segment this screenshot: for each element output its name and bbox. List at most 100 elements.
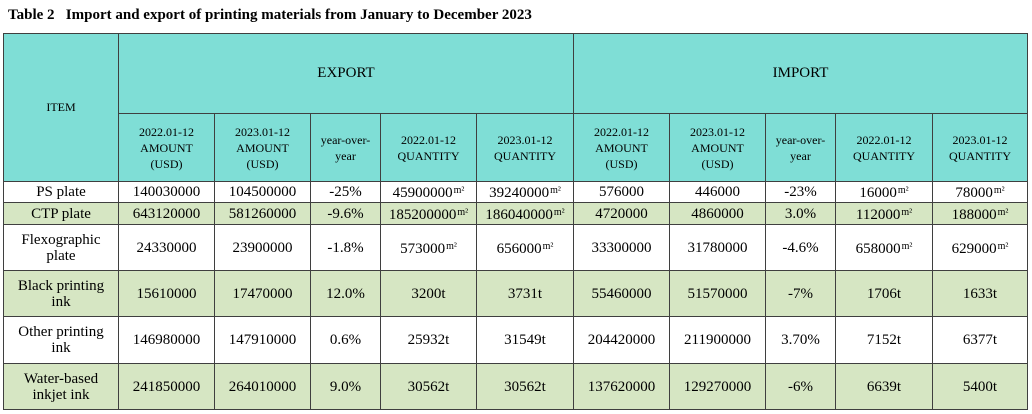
value-cell: -4.6% — [765, 224, 836, 271]
column-header: 2023.01-12 QUANTITY — [476, 113, 574, 182]
square-meter-unit: m² — [897, 185, 909, 196]
value-cell: 3200t — [380, 270, 477, 317]
value-cell: 78000m² — [932, 181, 1028, 203]
printing-materials-table: ITEM EXPORT IMPORT 2022.01-12 AMOUNT (USD)… — [3, 33, 1028, 410]
column-header-line: (USD) — [605, 156, 638, 171]
item-name-line: Other printing — [18, 324, 104, 340]
value-text: 4720000 — [595, 205, 648, 222]
item-name-line: inkjet ink — [32, 386, 90, 403]
value-cell: 629000m² — [932, 224, 1028, 271]
square-meter-unit: m² — [453, 185, 465, 196]
value-cell: 3.0% — [765, 202, 836, 225]
table-row: CTP plate 643120000 581260000 -9.6% 18520000… — [3, 202, 1028, 225]
value-text: -25% — [329, 184, 362, 200]
column-header-line: (USD) — [150, 156, 183, 171]
column-header-line: AMOUNT — [140, 140, 193, 155]
value-text: 39240000 — [489, 185, 550, 201]
value-text: 241850000 — [132, 378, 201, 395]
item-name-cell: CTP plate — [3, 202, 119, 225]
value-text: 629000 — [951, 240, 997, 257]
column-header: 2022.01-12 AMOUNT (USD) — [118, 113, 215, 182]
item-name-line: Flexographic — [21, 231, 101, 248]
value-text: -1.8% — [327, 239, 364, 256]
value-text: 24330000 — [136, 239, 197, 256]
value-cell: 45900000m² — [380, 181, 477, 203]
value-text: 581260000 — [228, 205, 297, 222]
value-text: 188000 — [951, 206, 997, 223]
value-cell: 51570000 — [669, 270, 766, 317]
value-cell: 211900000 — [669, 316, 766, 364]
column-header: 2023.01-12 AMOUNT (USD) — [214, 113, 311, 182]
value-text: 3731t — [507, 285, 543, 302]
value-text: -4.6% — [782, 239, 819, 256]
square-meter-unit: m² — [553, 206, 565, 218]
value-text: -9.6% — [327, 205, 364, 222]
value-cell: 17470000 — [214, 270, 311, 317]
value-text: 51570000 — [687, 285, 748, 302]
value-cell: -6% — [765, 363, 836, 410]
value-cell: 137620000 — [573, 363, 670, 410]
value-text: 146980000 — [132, 332, 201, 348]
value-text: 112000 — [855, 206, 901, 223]
square-meter-unit: m² — [550, 185, 561, 196]
value-text: 147910000 — [228, 332, 297, 348]
value-cell: 4860000 — [669, 202, 766, 225]
column-header-line: year-over- — [320, 132, 371, 147]
table-row: Black printing ink 15610000 17470000 12.0% 32… — [3, 270, 1028, 317]
value-cell: 147910000 — [214, 316, 311, 364]
value-text: -23% — [784, 184, 817, 200]
value-cell: 146980000 — [118, 316, 215, 364]
table-caption: Table 2 Import and export of printing ma… — [8, 7, 532, 23]
value-text: -7% — [788, 285, 813, 302]
value-cell: 30562t — [380, 363, 477, 410]
value-text: 137620000 — [587, 378, 656, 395]
value-cell: 264010000 — [214, 363, 311, 410]
column-header-line: (USD) — [246, 156, 279, 171]
value-text: 5400t — [962, 378, 998, 395]
value-text: 4860000 — [691, 205, 744, 222]
value-text: 104500000 — [228, 184, 297, 200]
square-meter-unit: m² — [997, 206, 1009, 218]
column-header-line: year-over- — [775, 132, 826, 147]
value-cell: 643120000 — [118, 202, 215, 225]
value-text: 3.70% — [781, 332, 820, 348]
column-header-line: (USD) — [701, 156, 734, 171]
value-cell: 3.70% — [765, 316, 836, 364]
square-meter-unit: m² — [901, 240, 913, 252]
value-cell: -1.8% — [310, 224, 381, 271]
value-text: 31549t — [504, 332, 546, 348]
column-header-line: 2023.01-12 — [690, 124, 745, 139]
column-header-line: 2022.01-12 — [401, 132, 456, 147]
value-cell: 446000 — [669, 181, 766, 203]
value-cell: 112000m² — [835, 202, 933, 225]
value-cell: 140030000 — [118, 181, 215, 203]
value-text: 9.0% — [329, 378, 362, 395]
value-cell: 129270000 — [669, 363, 766, 410]
value-cell: 55460000 — [573, 270, 670, 317]
value-text: 30562t — [407, 378, 450, 395]
value-cell: 30562t — [476, 363, 574, 410]
item-name-line: CTP plate — [31, 205, 91, 222]
value-cell: 16000m² — [835, 181, 933, 203]
value-text: 129270000 — [683, 378, 752, 395]
value-cell: 6639t — [835, 363, 933, 410]
item-name-line: ink — [51, 293, 71, 310]
value-cell: 241850000 — [118, 363, 215, 410]
value-cell: -25% — [310, 181, 381, 203]
value-cell: 4720000 — [573, 202, 670, 225]
value-cell: 188000m² — [932, 202, 1028, 225]
value-text: 264010000 — [228, 378, 297, 395]
item-name-cell: Flexographic plate — [3, 224, 119, 271]
value-text: 23900000 — [232, 239, 293, 256]
column-header-line: 2022.01-12 — [856, 132, 912, 147]
value-text: 0.6% — [329, 332, 362, 348]
value-text: 3.0% — [784, 205, 817, 222]
table-row: Flexographic plate 24330000 23900000 -1.8% 57… — [3, 224, 1028, 271]
value-cell: 23900000 — [214, 224, 311, 271]
value-text: 204420000 — [587, 332, 656, 348]
square-meter-unit: m² — [457, 206, 469, 218]
item-name-line: plate — [46, 247, 76, 264]
column-header-line: 2023.01-12 — [952, 132, 1008, 147]
value-text: 16000 — [859, 185, 897, 201]
value-text: 186040000 — [485, 206, 553, 223]
